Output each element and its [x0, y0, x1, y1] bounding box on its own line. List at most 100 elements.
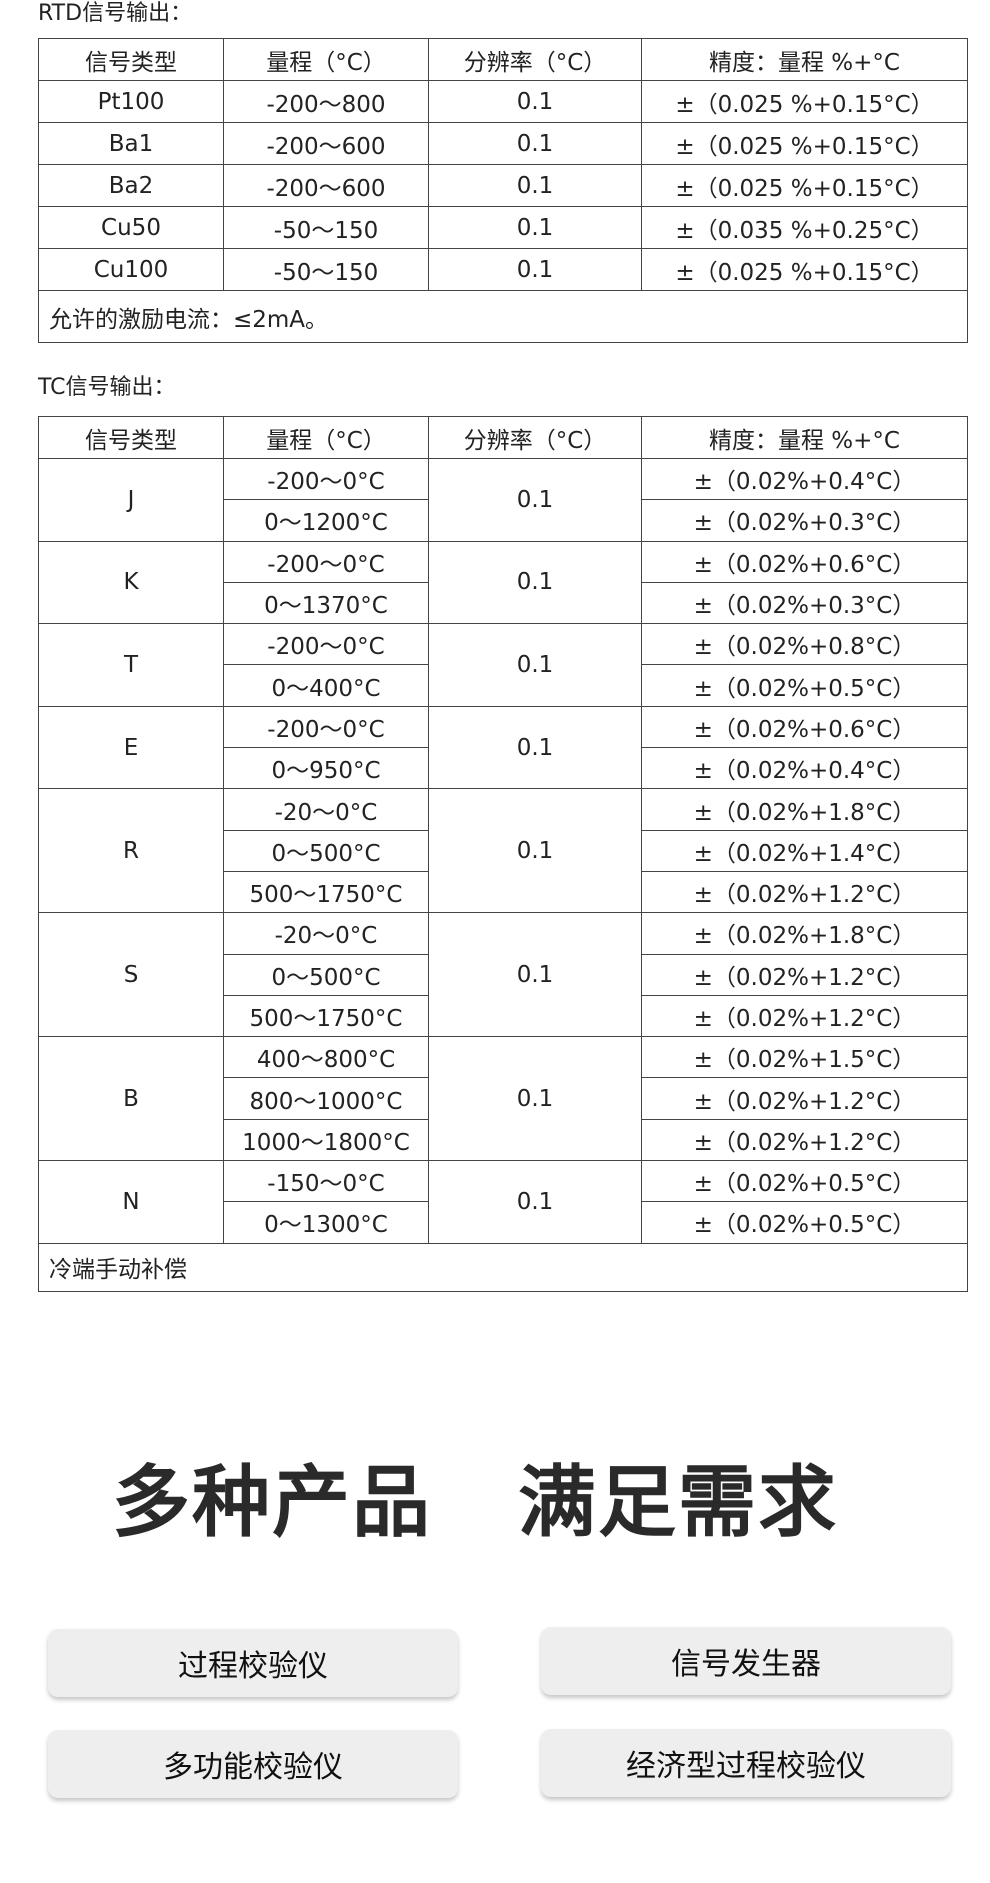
cell-accuracy: ±（0.02%+1.2°C） [641, 1118, 968, 1162]
cell-resolution: 0.1 [428, 80, 642, 123]
rtd-spec-table: 信号类型 量程（°C） 分辨率（°C） 精度：量程 %+°C Pt100 -200… [38, 38, 968, 343]
cell-range: 800～1000°C [223, 1077, 429, 1120]
cell-accuracy: ±（0.02%+1.2°C） [641, 870, 968, 914]
table-row: 1000～1800°C ±（0.02%+1.2°C） [39, 1118, 968, 1162]
cell-signal-type: J [38, 458, 224, 542]
cell-accuracy: ±（0.02%+1.4°C） [641, 829, 968, 872]
tc-spec-table: 信号类型 量程（°C） 分辨率（°C） 精度：量程 %+°C J -200～0°C… [38, 416, 968, 1292]
table-header-row: 信号类型 量程（°C） 分辨率（°C） 精度：量程 %+°C [38, 38, 968, 81]
header-resolution: 分辨率（°C） [428, 416, 642, 459]
cell-signal-type: K [38, 540, 224, 625]
cell-range: 0～500°C [223, 829, 429, 872]
cell-signal-type: B [38, 1036, 224, 1162]
header-signal-type: 信号类型 [38, 38, 224, 81]
table-row: 800～1000°C ±（0.02%+1.2°C） [39, 1077, 968, 1120]
product-button-process-calibrator[interactable]: 过程校验仪 [48, 1629, 458, 1697]
tc-section-title: TC信号输出： [38, 375, 176, 400]
cell-accuracy: ±（0.02%+0.3°C） [641, 499, 968, 542]
cell-signal-type: N [38, 1160, 224, 1244]
cell-accuracy: ±（0.025 %+0.15°C） [641, 164, 968, 207]
cell-accuracy: ±（0.02%+1.8°C） [641, 788, 968, 831]
table-footer-row: 冷端手动补偿 [38, 1242, 968, 1292]
header-accuracy: 精度：量程 %+°C [641, 38, 968, 81]
tc-note: 冷端手动补偿 [38, 1242, 968, 1292]
table-row: B 400～800°C 0.1 ±（0.02%+1.5°C） [38, 1036, 968, 1162]
cell-range: -20～0°C [223, 912, 429, 955]
cell-range: 0～950°C [223, 747, 429, 790]
table-row: 500～1750°C ±（0.02%+1.2°C） [39, 994, 968, 1038]
cell-range: 0～1200°C [223, 499, 429, 542]
cell-accuracy: ±（0.02%+1.2°C） [641, 953, 968, 996]
cell-resolution: 0.1 [428, 164, 642, 207]
cell-resolution: 0.1 [428, 206, 642, 249]
cell-accuracy: ±（0.02%+0.3°C） [641, 581, 968, 625]
cell-range: 0～1370°C [223, 581, 429, 625]
table-row: 0～500°C ±（0.02%+1.4°C） [39, 829, 968, 872]
cell-signal-type: R [38, 788, 224, 914]
cell-accuracy: ±（0.02%+0.4°C） [641, 747, 968, 790]
cell-range: -50～150 [223, 248, 429, 291]
cell-resolution: 0.1 [428, 788, 642, 914]
cell-accuracy: ±（0.02%+0.4°C） [641, 457, 968, 501]
cell-signal-type: Ba2 [38, 164, 224, 207]
table-row: 0～500°C ±（0.02%+1.2°C） [39, 953, 968, 996]
cell-resolution: 0.1 [428, 248, 642, 291]
table-row: S -20～0°C 0.1 ±（0.02%+1.8°C） [38, 912, 968, 1038]
cell-range: -200～800 [223, 80, 429, 123]
cell-accuracy: ±（0.025 %+0.15°C） [641, 122, 968, 165]
table-row: 0～400°C ±（0.02%+0.5°C） [39, 664, 968, 707]
cell-range: -200～0°C [223, 623, 429, 666]
headline-part2: 满足需求 [518, 1458, 839, 1548]
product-button-signal-generator[interactable]: 信号发生器 [541, 1627, 951, 1695]
cell-range: -200～600 [223, 164, 429, 207]
table-row: Cu50 -50～150 0.1 ±（0.035 %+0.25°C） [38, 206, 968, 249]
cell-range: -50～150 [223, 206, 429, 249]
cell-accuracy: ±（0.035 %+0.25°C） [641, 206, 968, 249]
cell-signal-type: Cu100 [38, 248, 224, 291]
header-resolution: 分辨率（°C） [428, 38, 642, 81]
cell-resolution: 0.1 [428, 458, 642, 542]
table-row: 0～1300°C ±（0.02%+0.5°C） [39, 1201, 968, 1244]
cell-accuracy: ±（0.025 %+0.15°C） [641, 248, 968, 291]
cell-signal-type: T [38, 623, 224, 707]
cell-signal-type: Pt100 [38, 80, 224, 123]
cell-accuracy: ±（0.02%+0.5°C） [641, 1160, 968, 1203]
headline: 多种产品 满足需求 [112, 1440, 838, 1552]
cell-range: 0～500°C [223, 953, 429, 996]
table-row: Ba1 -200～600 0.1 ±（0.025 %+0.15°C） [38, 122, 968, 165]
table-footer-row: 允许的激励电流：≤2mA。 [38, 290, 968, 343]
cell-accuracy: ±（0.02%+1.2°C） [641, 994, 968, 1038]
cell-range: 0～400°C [223, 664, 429, 707]
cell-accuracy: ±（0.02%+0.6°C） [641, 705, 968, 749]
cell-resolution: 0.1 [428, 705, 642, 790]
cell-resolution: 0.1 [428, 122, 642, 165]
cell-range: 0～1300°C [223, 1201, 429, 1244]
header-range: 量程（°C） [223, 416, 429, 459]
table-header-row: 信号类型 量程（°C） 分辨率（°C） 精度：量程 %+°C [38, 416, 968, 459]
table-row: E -200～0°C 0.1 ±（0.02%+0.6°C） [38, 705, 968, 790]
rtd-note: 允许的激励电流：≤2mA。 [38, 290, 968, 343]
cell-range: -150～0°C [223, 1160, 429, 1203]
cell-signal-type: Ba1 [38, 122, 224, 165]
table-row: Cu100 -50～150 0.1 ±（0.025 %+0.15°C） [38, 248, 968, 291]
cell-range: -200～0°C [223, 540, 429, 583]
cell-signal-type: Cu50 [38, 206, 224, 249]
cell-resolution: 0.1 [428, 912, 642, 1038]
cell-resolution: 0.1 [428, 1160, 642, 1244]
cell-range: 500～1750°C [223, 994, 429, 1038]
table-row: T -200～0°C 0.1 ±（0.02%+0.8°C） [38, 623, 968, 707]
headline-part1: 多种产品 [112, 1458, 433, 1548]
product-button-multifunction-calibrator[interactable]: 多功能校验仪 [48, 1730, 458, 1798]
cell-range: -200～0°C [223, 457, 429, 501]
cell-resolution: 0.1 [428, 623, 642, 707]
cell-resolution: 0.1 [428, 540, 642, 625]
product-button-economy-process-calibrator[interactable]: 经济型过程校验仪 [541, 1729, 951, 1797]
header-signal-type: 信号类型 [38, 416, 224, 459]
table-row: J -200～0°C 0.1 ±（0.02%+0.4°C） [38, 457, 968, 542]
cell-accuracy: ±（0.02%+0.5°C） [641, 664, 968, 707]
cell-resolution: 0.1 [428, 1036, 642, 1162]
cell-range: -20～0°C [223, 788, 429, 831]
cell-range: -200～600 [223, 122, 429, 165]
table-row: R -20～0°C 0.1 ±（0.02%+1.8°C） [38, 788, 968, 914]
table-row: N -150～0°C 0.1 ±（0.02%+0.5°C） [38, 1160, 968, 1244]
